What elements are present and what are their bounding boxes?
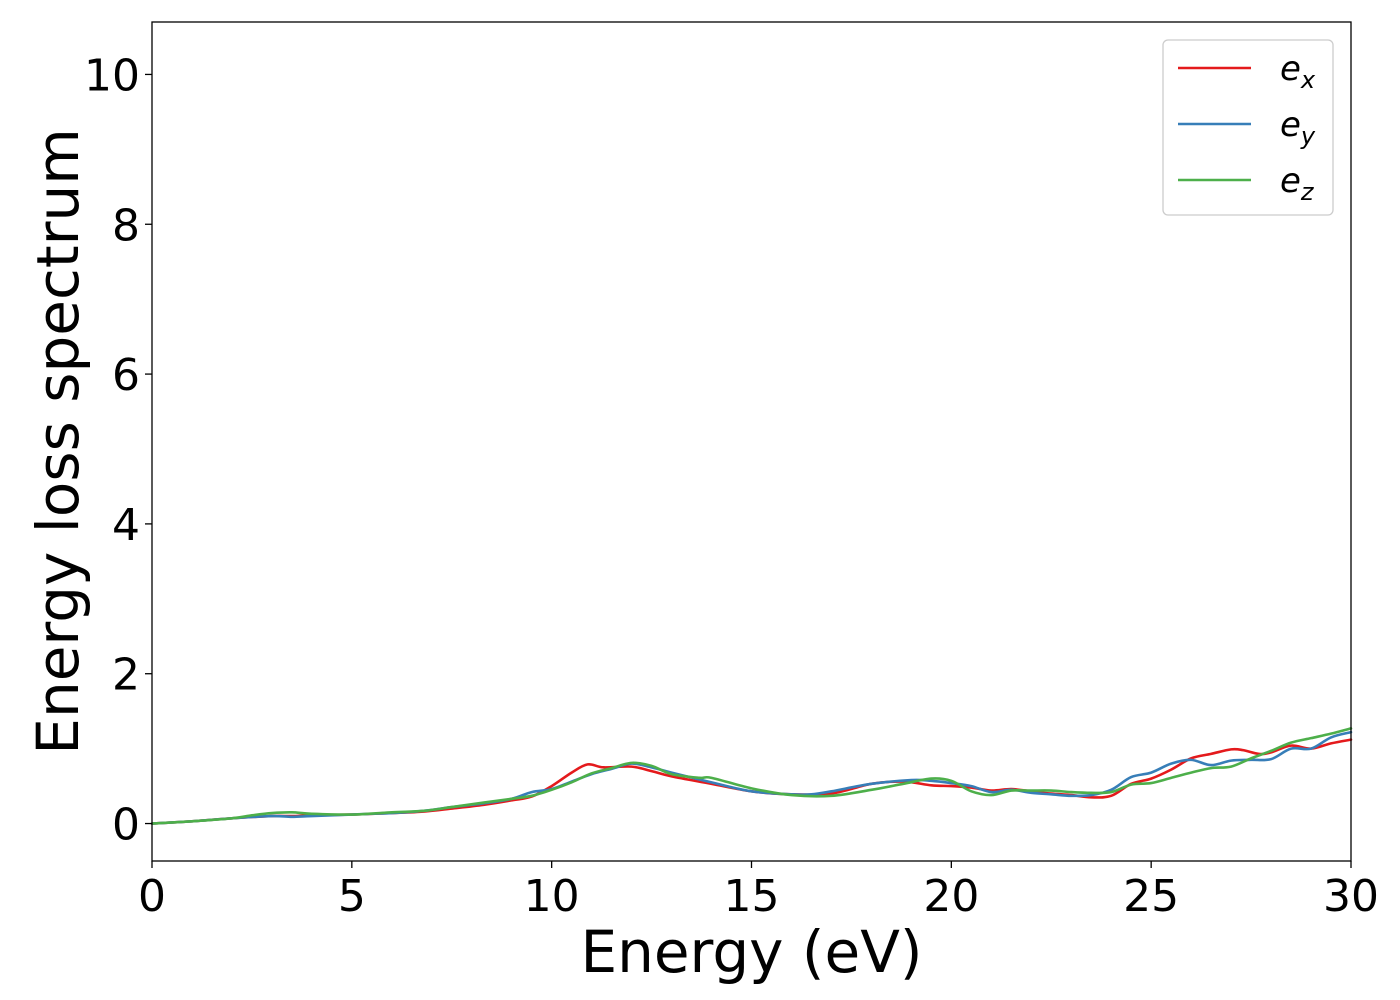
- x-tick-label: 5: [338, 871, 366, 922]
- y-tick-label: 4: [112, 500, 140, 551]
- legend-label-z: ez: [1280, 161, 1315, 206]
- y-tick-label: 0: [112, 800, 140, 851]
- x-tick-label: 10: [524, 871, 580, 922]
- y-tick-label: 10: [84, 50, 140, 101]
- x-axis-ticks: 0 5 10 15 20 25 30: [138, 861, 1379, 922]
- legend-label-y: ey: [1280, 105, 1316, 150]
- x-tick-label: 0: [138, 871, 166, 922]
- y-tick-label: 6: [112, 350, 140, 401]
- x-tick-label: 30: [1323, 871, 1379, 922]
- x-tick-label: 15: [724, 871, 780, 922]
- legend: ex ey ez: [1162, 39, 1334, 216]
- series-layer: [150, 727, 1353, 825]
- y-tick-label: 8: [112, 200, 140, 251]
- y-axis-title: Energy loss spectrum: [24, 128, 92, 754]
- x-tick-label: 20: [923, 871, 979, 922]
- x-axis-title: Energy (eV): [580, 918, 922, 986]
- legend-label-x: ex: [1280, 49, 1316, 94]
- y-tick-label: 2: [112, 650, 140, 701]
- x-tick-label: 25: [1123, 871, 1179, 922]
- legend-box: [1162, 39, 1334, 216]
- y-axis-ticks: 0 2 4 6 8 10: [84, 50, 152, 851]
- series-line-z: [150, 727, 1353, 825]
